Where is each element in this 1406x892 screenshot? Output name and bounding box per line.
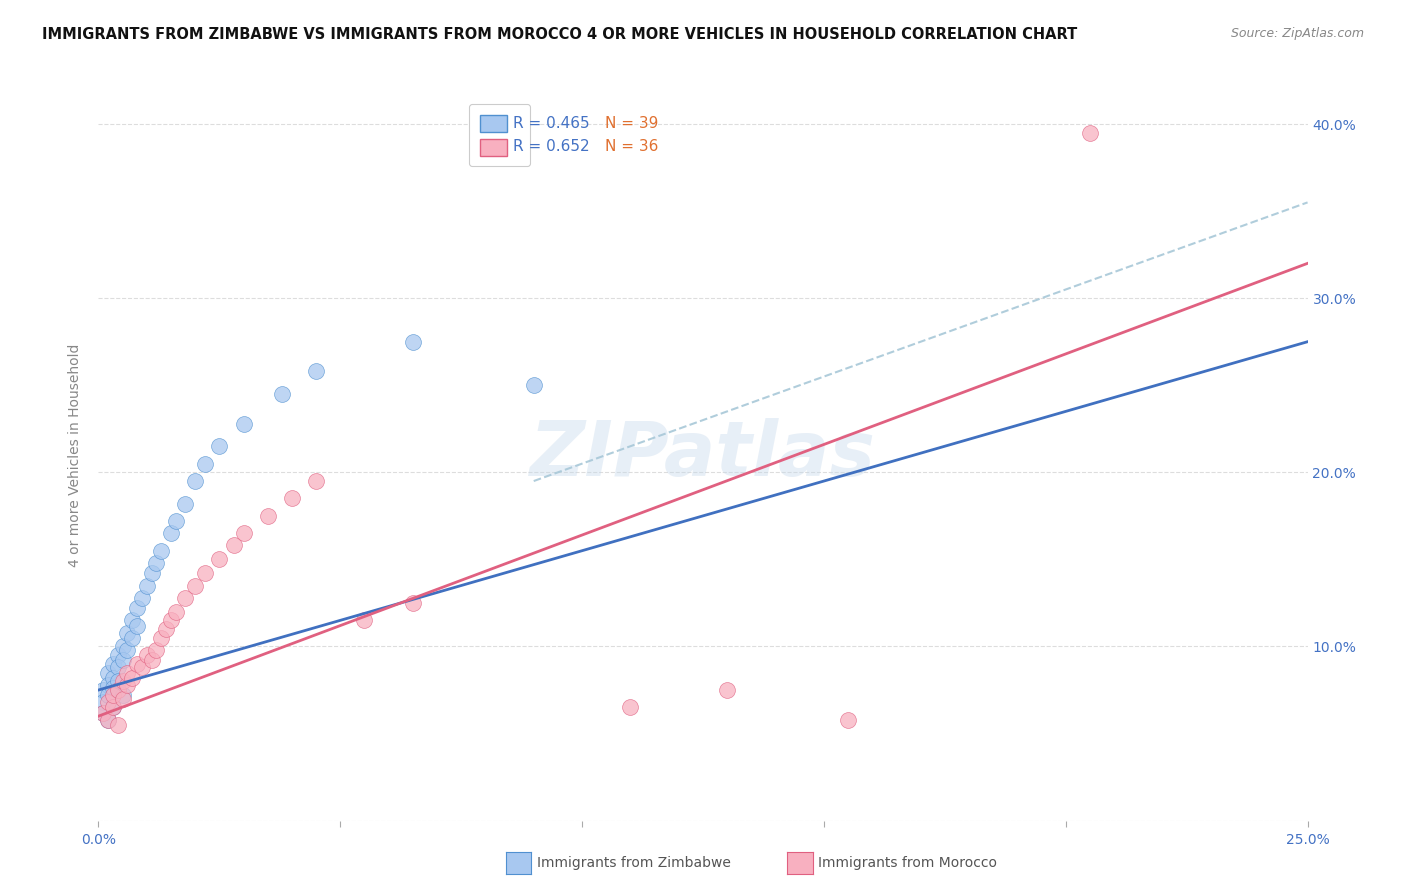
Point	[155, 622, 177, 636]
Point	[121, 671, 143, 685]
Point	[97, 713, 120, 727]
Point	[837, 713, 859, 727]
Point	[107, 648, 129, 663]
Point	[117, 625, 139, 640]
Point	[150, 631, 173, 645]
Point	[141, 566, 163, 581]
Point	[281, 491, 304, 506]
Point	[145, 556, 167, 570]
Point	[101, 700, 124, 714]
Point	[97, 678, 120, 692]
Point	[107, 674, 129, 689]
Text: R = 0.652: R = 0.652	[513, 139, 589, 153]
Point	[117, 678, 139, 692]
Point	[1078, 126, 1101, 140]
Point	[135, 648, 157, 663]
Point	[117, 665, 139, 680]
Legend: , : ,	[468, 104, 530, 167]
Point	[208, 552, 231, 566]
Point	[121, 613, 143, 627]
Point	[271, 387, 294, 401]
Point	[91, 683, 114, 698]
Point	[101, 657, 124, 671]
Point	[145, 643, 167, 657]
Point	[131, 591, 153, 605]
Point	[127, 618, 149, 632]
Point	[256, 508, 278, 523]
Point	[208, 439, 231, 453]
Point	[101, 671, 124, 685]
Point	[127, 601, 149, 615]
Point	[97, 713, 120, 727]
Point	[111, 691, 134, 706]
Point	[111, 674, 134, 689]
Point	[716, 683, 738, 698]
Point	[127, 657, 149, 671]
Point	[107, 718, 129, 732]
Point	[121, 631, 143, 645]
Point	[107, 660, 129, 674]
Point	[184, 474, 207, 488]
Point	[160, 613, 183, 627]
Point	[165, 605, 187, 619]
Point	[232, 526, 254, 541]
Point	[111, 653, 134, 667]
Text: ZIPatlas: ZIPatlas	[530, 418, 876, 491]
Text: Immigrants from Morocco: Immigrants from Morocco	[818, 856, 997, 871]
Text: R = 0.465: R = 0.465	[513, 116, 589, 130]
Text: N = 39: N = 39	[605, 116, 658, 130]
Point	[91, 706, 114, 720]
Point	[107, 683, 129, 698]
Point	[101, 681, 124, 696]
Point	[305, 474, 328, 488]
Point	[402, 596, 425, 610]
Point	[305, 364, 328, 378]
Point	[111, 640, 134, 654]
Point	[101, 700, 124, 714]
Point	[91, 695, 114, 709]
Point	[97, 695, 120, 709]
Point	[97, 688, 120, 702]
Point	[402, 334, 425, 349]
Text: Immigrants from Zimbabwe: Immigrants from Zimbabwe	[537, 856, 731, 871]
Point	[135, 578, 157, 592]
Y-axis label: 4 or more Vehicles in Household: 4 or more Vehicles in Household	[69, 343, 83, 566]
Point	[117, 643, 139, 657]
Point	[184, 578, 207, 592]
Text: Source: ZipAtlas.com: Source: ZipAtlas.com	[1230, 27, 1364, 40]
Point	[194, 566, 217, 581]
Point	[160, 526, 183, 541]
Point	[619, 700, 641, 714]
Point	[165, 514, 187, 528]
Point	[141, 653, 163, 667]
Point	[101, 688, 124, 702]
Point	[523, 378, 546, 392]
Point	[174, 591, 197, 605]
Point	[150, 543, 173, 558]
Text: IMMIGRANTS FROM ZIMBABWE VS IMMIGRANTS FROM MOROCCO 4 OR MORE VEHICLES IN HOUSEH: IMMIGRANTS FROM ZIMBABWE VS IMMIGRANTS F…	[42, 27, 1077, 42]
Point	[353, 613, 375, 627]
Point	[222, 539, 245, 553]
Point	[174, 497, 197, 511]
Point	[91, 706, 114, 720]
Point	[232, 417, 254, 431]
Point	[131, 660, 153, 674]
Point	[194, 457, 217, 471]
Point	[97, 665, 120, 680]
Point	[111, 688, 134, 702]
Text: N = 36: N = 36	[605, 139, 658, 153]
